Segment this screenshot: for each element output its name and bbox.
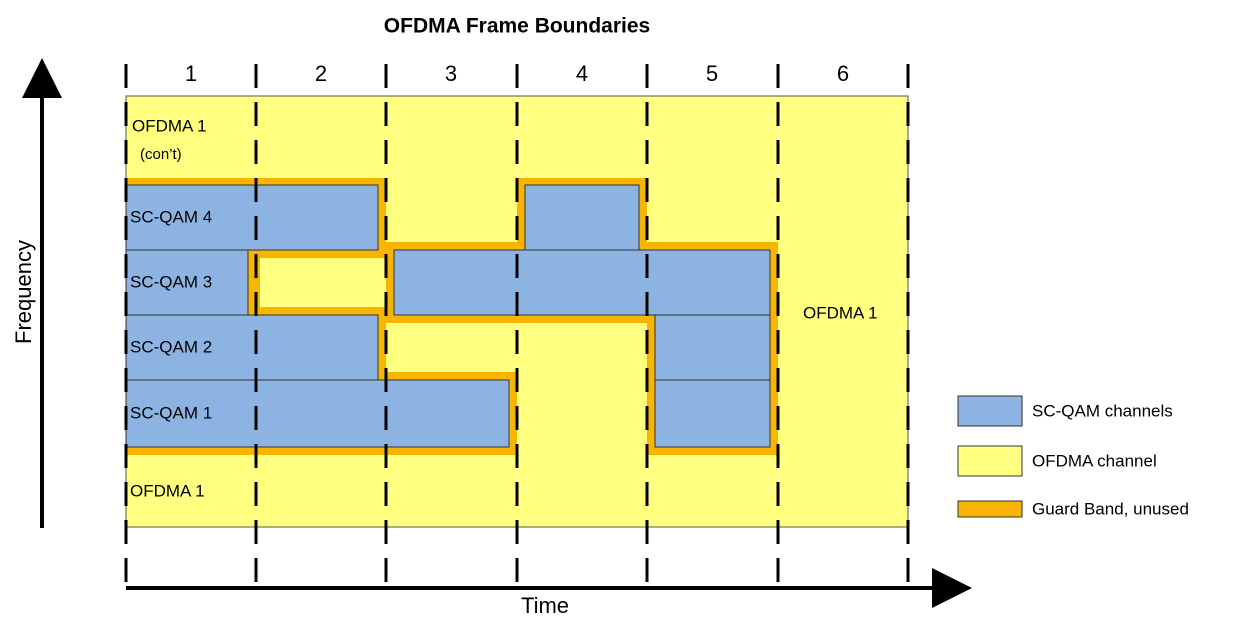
region-label: OFDMA 1 (803, 303, 878, 322)
legend-swatch (957, 395, 1023, 427)
x-axis-label: Time (521, 593, 569, 618)
legend: SC-QAM channels OFDMA channel Guard Band… (957, 395, 1189, 518)
legend-label: SC-QAM channels (1032, 401, 1173, 420)
region-label: SC-QAM 1 (130, 403, 212, 422)
column-label: 6 (837, 61, 849, 86)
title: OFDMA Frame Boundaries (384, 15, 650, 38)
frame-boundaries (124, 64, 910, 592)
column-label: 2 (315, 61, 327, 86)
legend-swatch (957, 445, 1023, 477)
region-label: SC-QAM 4 (130, 207, 212, 226)
sc-qam-blocks (125, 184, 771, 448)
region-label: OFDMA 1 (132, 116, 207, 135)
region-note: (con’t) (140, 146, 182, 163)
y-axis-label: Frequency (11, 240, 36, 344)
legend-label: Guard Band, unused (1032, 499, 1189, 518)
region-label: OFDMA 1 (130, 481, 205, 500)
column-label: 1 (185, 61, 197, 86)
legend-label: OFDMA channel (1032, 451, 1157, 470)
legend-swatch (957, 500, 1023, 518)
region-label: SC-QAM 2 (130, 337, 212, 356)
column-label: 3 (445, 61, 457, 86)
column-label: 4 (576, 61, 588, 86)
column-labels: 1 2 3 4 5 6 (185, 61, 849, 86)
column-label: 5 (706, 61, 718, 86)
region-label: SC-QAM 3 (130, 272, 212, 291)
